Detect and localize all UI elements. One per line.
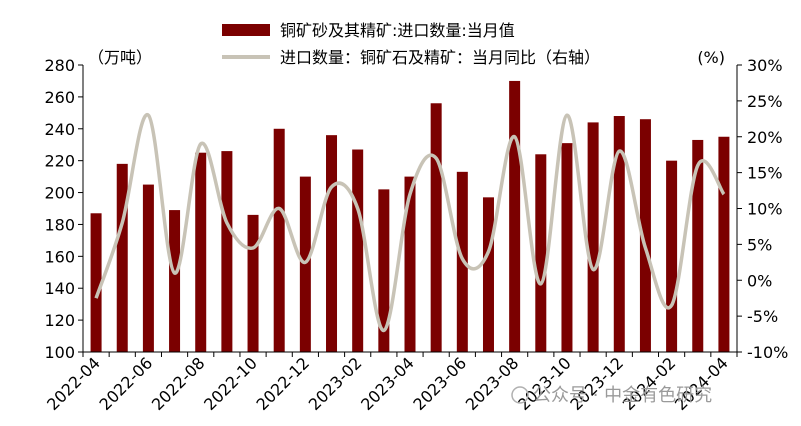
left-tick-label: 100 (44, 343, 75, 362)
bar-2022-09 (221, 151, 233, 352)
bar-2023-09 (535, 154, 547, 352)
left-tick-label: 240 (44, 120, 75, 139)
yoy-line (94, 113, 726, 333)
right-tick-label: -10% (747, 343, 788, 362)
right-tick-label: 30% (747, 56, 783, 75)
left-axis-ticks: 100 120 140 160 180 200 220 240 260 280 (44, 56, 83, 362)
bar-2023-05 (430, 103, 442, 353)
x-tick-label: 2023-04 (357, 353, 418, 414)
legend-bar-swatch (222, 24, 270, 36)
bar-2023-08 (509, 80, 521, 352)
left-tick-label: 200 (44, 184, 75, 203)
left-tick-label: 160 (44, 247, 75, 266)
x-tick-label: 2022-06 (96, 353, 157, 414)
x-tick-label: 2023-02 (305, 353, 366, 414)
left-tick-label: 180 (44, 215, 75, 234)
bar-2022-11 (273, 128, 285, 352)
x-tick-label: 2022-08 (148, 353, 209, 414)
legend-line-label: 进口数量：铜矿石及精矿：当月同比（右轴） (280, 48, 600, 67)
bar-2024-01 (639, 119, 651, 353)
bar-series (90, 80, 730, 353)
watermark-logo-icon (511, 386, 529, 404)
right-tick-label: -5% (747, 307, 778, 326)
bar-2022-05 (116, 163, 128, 352)
left-tick-label: 120 (44, 311, 75, 330)
bar-2024-04 (718, 136, 730, 352)
bar-2022-12 (299, 176, 311, 352)
bar-2023-03 (378, 189, 390, 352)
right-tick-label: 20% (747, 128, 783, 147)
bar-2022-04 (90, 213, 102, 352)
right-tick-label: 15% (747, 164, 783, 183)
bar-2022-07 (169, 210, 181, 352)
bar-2023-07 (482, 197, 494, 352)
left-axis-unit-label: （万吨） (88, 48, 152, 67)
bar-2023-01 (326, 135, 338, 352)
legend-bar-label: 铜矿砂及其精矿:进口数量:当月值 (280, 21, 515, 40)
left-tick-label: 280 (44, 56, 75, 75)
bar-2022-06 (142, 184, 154, 352)
bar-2023-10 (561, 143, 573, 352)
right-tick-label: 0% (747, 271, 772, 290)
x-tick-label: 2022-12 (252, 353, 313, 414)
bar-2022-08 (195, 152, 207, 352)
bar-2023-11 (587, 122, 599, 353)
left-tick-label: 260 (44, 88, 75, 107)
watermark: 公众号 · 中金有色研究 (511, 385, 712, 406)
line-series (94, 113, 726, 333)
right-tick-label: 5% (747, 235, 772, 254)
right-axis-ticks: -10% -5% 0% 5% 10% 15% 20% 25% 30% (737, 56, 788, 362)
bar-2024-03 (692, 139, 704, 352)
right-tick-label: 10% (747, 200, 783, 219)
right-axis-unit-label: (%) (697, 48, 725, 67)
bar-2023-12 (613, 116, 625, 353)
left-tick-label: 220 (44, 152, 75, 171)
bar-2022-10 (247, 214, 259, 352)
watermark-text: 公众号 · 中金有色研究 (533, 385, 712, 406)
left-tick-label: 140 (44, 279, 75, 298)
x-tick-label: 2022-04 (43, 353, 104, 414)
bar-2023-04 (404, 176, 416, 352)
legend: 铜矿砂及其精矿:进口数量:当月值 进口数量：铜矿石及精矿：当月同比（右轴） (222, 21, 600, 67)
x-tick-label: 2023-08 (462, 353, 523, 414)
bar-2023-02 (352, 149, 364, 352)
x-tick-label: 2023-06 (409, 353, 470, 414)
bar-2024-02 (666, 160, 678, 352)
right-tick-label: 25% (747, 92, 783, 111)
x-tick-label: 2022-10 (200, 353, 261, 414)
